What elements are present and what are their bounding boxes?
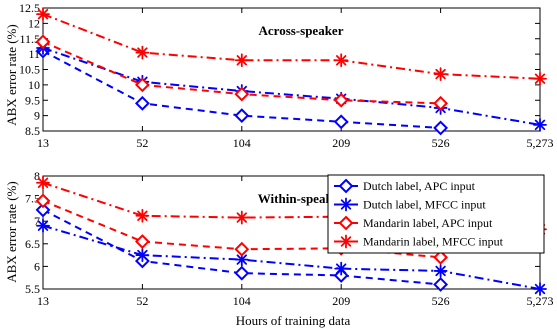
bottom-point-dutch-label-mfcc-input — [433, 264, 448, 278]
bottom-point-mandarin-label-apc-input — [134, 234, 150, 249]
top-x-tick-label: 104 — [233, 136, 251, 150]
top-x-tick-label: 13 — [37, 136, 49, 150]
bottom-y-tick-label: 6.5 — [25, 237, 40, 251]
bottom-point-mandarin-label-mfcc-input — [36, 175, 50, 190]
top-y-tick-label: 11 — [28, 47, 40, 61]
top-point-mandarin-label-apc-input — [234, 86, 250, 102]
legend: Dutch label, APC input Dutch label, MFCC … — [327, 174, 545, 254]
bottom-series-dutch-label-mfcc-input — [36, 218, 547, 296]
bottom-point-mandarin-label-apc-input — [234, 241, 250, 257]
top-point-mandarin-label-mfcc-input — [234, 53, 249, 68]
top-x-tick-label: 526 — [432, 136, 450, 150]
top-y-tick-label: 8.5 — [25, 124, 40, 138]
legend-marker-dutch-label-apc-input — [338, 178, 354, 194]
top-series-dutch-label-mfcc-input — [36, 41, 547, 132]
bottom-x-tick-label: 209 — [332, 294, 350, 308]
bottom-y-tick-label: 7.5 — [25, 192, 40, 206]
top-point-mandarin-label-mfcc-input — [334, 53, 349, 68]
legend-entry-dutch-label-apc-input: Dutch label, APC input — [334, 178, 476, 194]
top-point-mandarin-label-apc-input — [433, 95, 449, 111]
legend-entry-mandarin-label-apc-input: Mandarin label, APC input — [334, 215, 493, 231]
bottom-x-tick-label: 52 — [136, 294, 148, 308]
bottom-x-tick-label: 13 — [37, 294, 49, 308]
top-point-dutch-label-apc-input — [333, 114, 349, 130]
top-point-dutch-label-apc-input — [234, 108, 250, 124]
top-point-dutch-label-apc-input — [433, 120, 449, 136]
top-series-mandarin-label-mfcc-input — [36, 7, 547, 86]
bottom-x-tick-label: 526 — [432, 294, 450, 308]
top-line-mandarin-label-mfcc-input — [42, 13, 541, 80]
legend-label-mandarin-label-apc-input: Mandarin label, APC input — [363, 216, 493, 230]
top-y-tick-label: 9 — [34, 109, 40, 123]
bottom-point-dutch-label-apc-input — [433, 277, 449, 292]
legend-label-dutch-label-apc-input: Dutch label, APC input — [363, 179, 476, 193]
bottom-y-tick-label: 8 — [34, 169, 40, 183]
top-point-mandarin-label-mfcc-input — [36, 7, 50, 22]
top-series-dutch-label-apc-input — [35, 43, 449, 136]
top-y-tick-label: 12.5 — [19, 1, 40, 15]
bottom-point-mandarin-label-mfcc-input — [135, 208, 150, 223]
top-y-tick-label: 12 — [28, 16, 40, 30]
bottom-y-tick-label: 7 — [34, 214, 40, 228]
top-point-dutch-label-mfcc-input — [533, 117, 547, 132]
bottom-point-mandarin-label-apc-input — [35, 193, 51, 209]
top-y-tick-label: 11.5 — [19, 32, 40, 46]
bottom-point-dutch-label-mfcc-input — [533, 282, 547, 296]
top-x-tick-label: 209 — [332, 136, 350, 150]
top-point-mandarin-label-mfcc-input — [533, 71, 547, 86]
top-y-tick-label: 9.5 — [25, 93, 40, 107]
bottom-y-tick-label: 5.5 — [25, 282, 40, 296]
y-axis-label-top: ABX error rate (%) — [4, 24, 19, 125]
top-x-tick-label: 5,273 — [527, 136, 554, 150]
bottom-point-dutch-label-apc-input — [234, 265, 250, 281]
top-y-tick-label: 10.5 — [19, 63, 40, 77]
top-point-mandarin-label-apc-input — [333, 92, 349, 108]
top-x-tick-label: 52 — [136, 136, 148, 150]
top-point-mandarin-label-mfcc-input — [135, 45, 150, 60]
legend-marker-mandarin-label-mfcc-input — [339, 234, 353, 249]
bottom-x-tick-label: 5,273 — [527, 294, 554, 308]
legend-label-mandarin-label-mfcc-input: Mandarin label, MFCC input — [363, 235, 504, 249]
top-panel-title: Across-speaker — [259, 23, 344, 38]
top-point-mandarin-label-apc-input — [35, 34, 51, 50]
top-line-dutch-label-apc-input — [42, 50, 441, 129]
top-point-mandarin-label-mfcc-input — [433, 67, 448, 82]
legend-marker-mandarin-label-apc-input — [338, 215, 354, 231]
legend-label-dutch-label-mfcc-input: Dutch label, MFCC input — [363, 198, 486, 212]
bottom-y-tick-label: 6 — [34, 259, 40, 273]
bottom-line-dutch-label-mfcc-input — [42, 224, 541, 290]
bottom-point-dutch-label-apc-input — [35, 202, 51, 218]
x-axis-label: Hours of training data — [236, 313, 351, 328]
top-line-dutch-label-mfcc-input — [42, 47, 541, 126]
y-axis-label-bottom: ABX error rate (%) — [4, 181, 19, 282]
legend-marker-dutch-label-mfcc-input — [339, 197, 353, 212]
bottom-point-mandarin-label-apc-input — [433, 249, 449, 265]
top-series-mandarin-label-apc-input — [35, 34, 449, 111]
top-y-tick-label: 10 — [28, 78, 40, 92]
top-point-mandarin-label-apc-input — [134, 77, 150, 93]
legend-box — [327, 174, 545, 254]
bottom-line-dutch-label-apc-input — [42, 209, 441, 286]
top-point-dutch-label-apc-input — [134, 95, 150, 111]
legend-entry-dutch-label-mfcc-input: Dutch label, MFCC input — [334, 198, 486, 212]
bottom-x-tick-label: 104 — [233, 294, 251, 308]
legend-entry-mandarin-label-mfcc-input: Mandarin label, MFCC input — [334, 235, 504, 249]
bottom-point-dutch-label-mfcc-input — [36, 218, 50, 233]
bottom-panel-title: Within-speaker — [258, 191, 345, 206]
bottom-point-dutch-label-mfcc-input — [135, 248, 150, 263]
bottom-point-mandarin-label-mfcc-input — [234, 210, 249, 225]
bottom-point-dutch-label-mfcc-input — [334, 261, 349, 276]
